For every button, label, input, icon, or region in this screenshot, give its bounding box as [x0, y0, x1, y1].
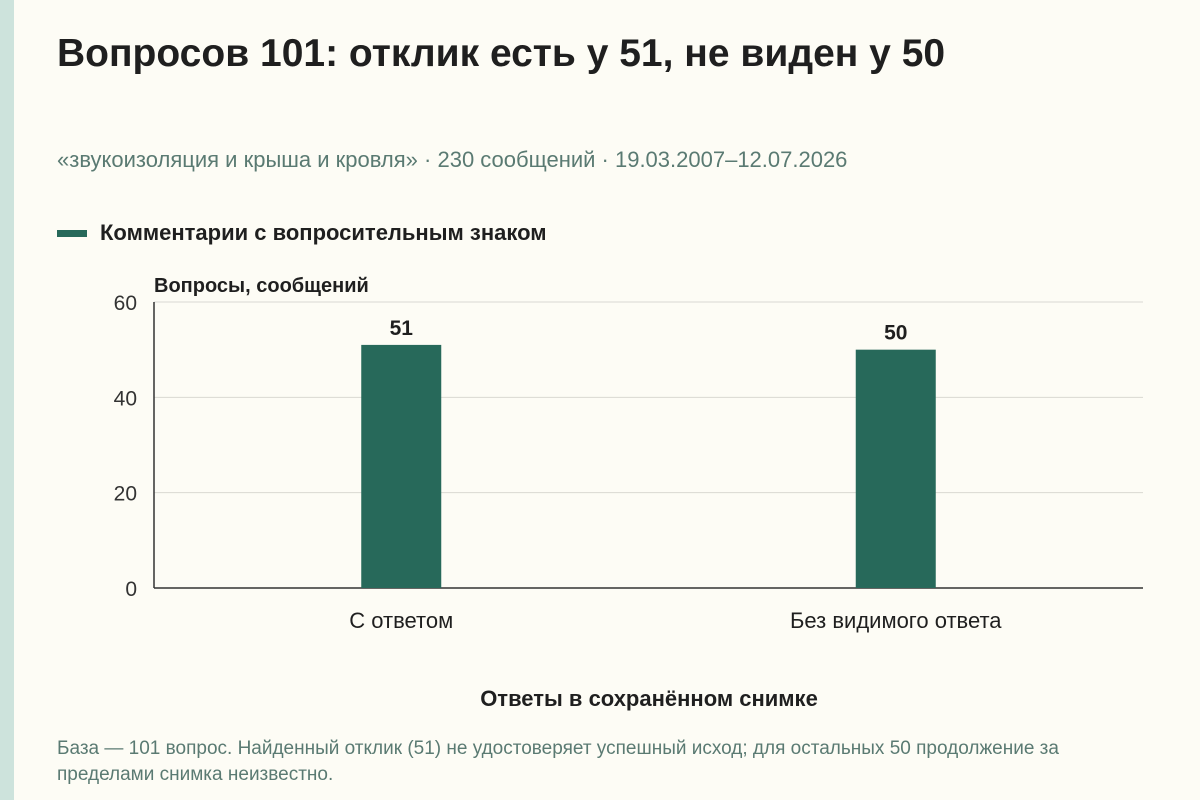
bar-data-label: 50: [884, 322, 907, 345]
legend-swatch: [57, 229, 87, 237]
x-axis-title: Ответы в сохранённом снимке: [480, 686, 818, 711]
y-tick-label: 0: [125, 578, 137, 601]
y-tick-label: 40: [114, 387, 137, 410]
footnote: База — 101 вопрос. Найденный отклик (51)…: [57, 738, 1059, 785]
chart-title: Вопросов 101: отклик есть у 51, не виден…: [57, 32, 946, 75]
y-axis-title: Вопросы, сообщений: [154, 275, 369, 297]
y-tick-label: 20: [114, 483, 137, 506]
x-tick-label: Без видимого ответа: [790, 608, 1002, 633]
chart-subtitle: «звукоизоляция и крыша и кровля» · 230 с…: [57, 147, 848, 172]
side-accent-strip: [0, 0, 14, 800]
bar: [361, 344, 442, 588]
x-tick-label: С ответом: [349, 608, 453, 633]
legend-label: Комментарии с вопросительным знаком: [100, 220, 547, 245]
legend: Комментарии с вопросительным знаком: [57, 218, 547, 248]
y-tick-label: 60: [114, 292, 137, 315]
bar-data-label: 51: [390, 317, 414, 340]
bar: [855, 349, 936, 588]
